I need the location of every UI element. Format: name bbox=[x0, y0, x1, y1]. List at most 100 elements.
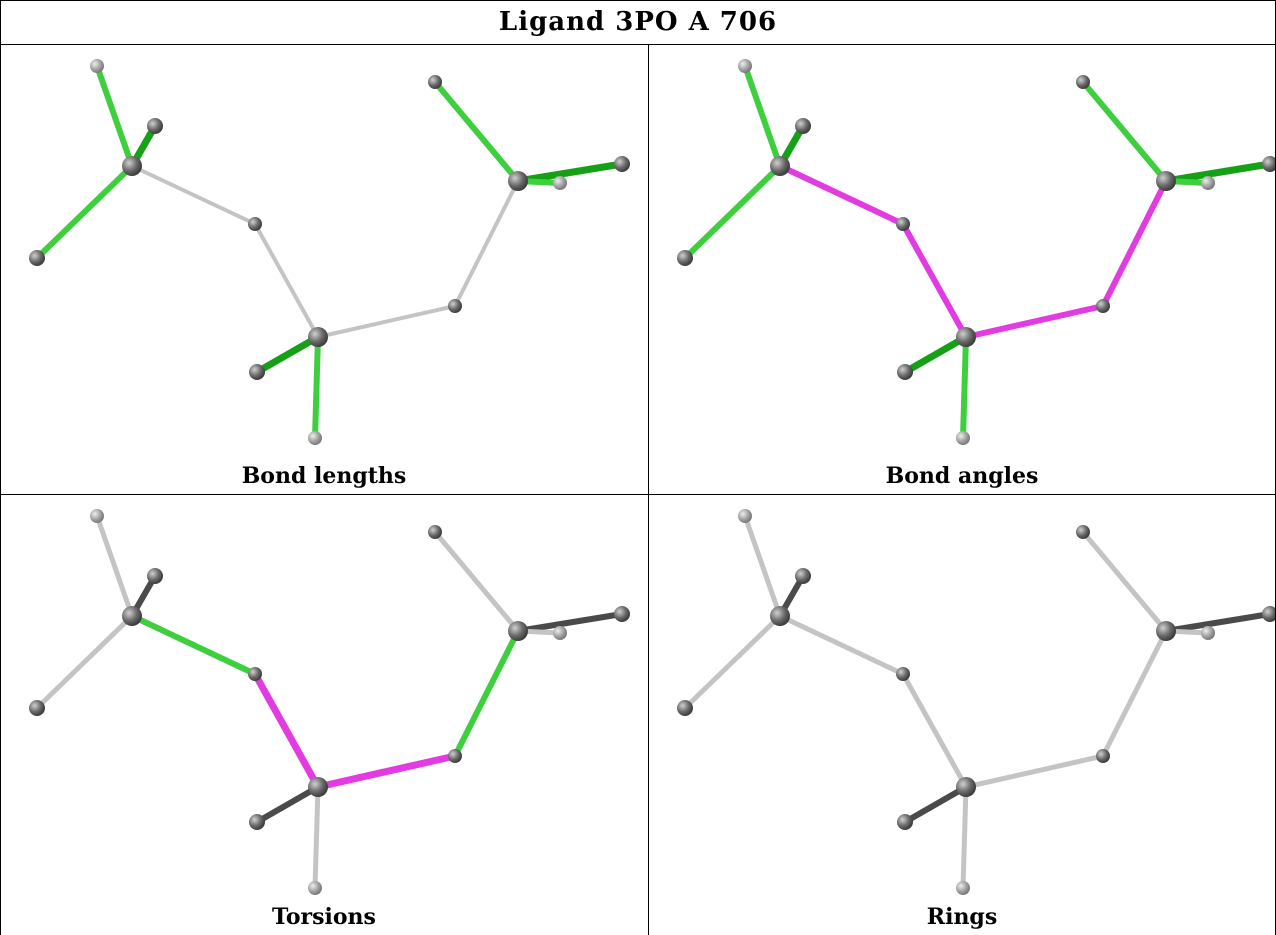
bond-c3-b2 bbox=[1163, 611, 1273, 634]
bond-m2-c3 bbox=[453, 179, 520, 308]
bond-c1-m1 bbox=[777, 613, 906, 677]
bond-c1-a3 bbox=[34, 613, 135, 711]
atom-a1 bbox=[90, 509, 104, 523]
bond-m2-c3 bbox=[1100, 628, 1169, 759]
atom-b2 bbox=[614, 156, 630, 172]
divider-middle bbox=[0, 494, 1276, 495]
bond-c1-a1 bbox=[742, 63, 783, 169]
bond-c1-a3 bbox=[682, 613, 783, 711]
panel-bond-lengths: Bond lengths bbox=[0, 44, 648, 494]
bond-c2-d1 bbox=[253, 333, 322, 376]
bond-m1-c2 bbox=[253, 222, 320, 339]
atom-m1 bbox=[248, 667, 262, 681]
bond-c3-b1 bbox=[432, 529, 521, 634]
atom-c3 bbox=[508, 621, 528, 641]
atom-d1 bbox=[897, 364, 913, 380]
atom-m2 bbox=[448, 749, 462, 763]
caption-torsions: Torsions bbox=[272, 904, 376, 930]
bond-c2-d1 bbox=[254, 784, 321, 825]
atom-m2 bbox=[1096, 299, 1110, 313]
atom-m1 bbox=[896, 667, 910, 681]
atom-a2 bbox=[795, 568, 811, 584]
atom-c1 bbox=[770, 156, 790, 176]
atom-c2 bbox=[308, 327, 328, 347]
bond-c2-m2 bbox=[316, 304, 457, 339]
bond-c1-a3 bbox=[34, 163, 135, 261]
atom-d2 bbox=[956, 881, 970, 895]
atom-a2 bbox=[147, 568, 163, 584]
atom-c3 bbox=[1156, 621, 1176, 641]
atom-b3 bbox=[553, 176, 567, 190]
panel-rings: Rings bbox=[648, 494, 1276, 935]
atom-m2 bbox=[448, 299, 462, 313]
bond-c2-d2 bbox=[960, 784, 969, 891]
atom-a3 bbox=[677, 700, 693, 716]
atom-b3 bbox=[1201, 176, 1215, 190]
bond-c3-b1 bbox=[1080, 79, 1169, 184]
bond-c2-d2 bbox=[312, 784, 321, 891]
atom-a1 bbox=[738, 509, 752, 523]
divider-title bbox=[0, 44, 1276, 45]
bond-c3-b1 bbox=[432, 79, 521, 184]
atom-a2 bbox=[147, 118, 163, 134]
atom-c3 bbox=[508, 171, 528, 191]
atom-b2 bbox=[1262, 156, 1276, 172]
bond-c3-b2 bbox=[1162, 160, 1274, 185]
atom-m1 bbox=[248, 217, 262, 231]
atom-c3 bbox=[1156, 171, 1176, 191]
atom-b1 bbox=[1076, 525, 1090, 539]
bond-c3-b2 bbox=[514, 160, 626, 185]
atom-c1 bbox=[770, 606, 790, 626]
bond-c2-d1 bbox=[901, 333, 970, 376]
divider-vertical bbox=[648, 44, 649, 935]
atom-d2 bbox=[308, 881, 322, 895]
panel-bond-angles: Bond angles bbox=[648, 44, 1276, 494]
caption-bond-angles: Bond angles bbox=[885, 463, 1039, 489]
atom-a2 bbox=[795, 118, 811, 134]
atom-c1 bbox=[122, 606, 142, 626]
atom-b1 bbox=[1076, 75, 1090, 89]
atom-c1 bbox=[122, 156, 142, 176]
atom-d2 bbox=[308, 431, 322, 445]
atom-a3 bbox=[29, 700, 45, 716]
border-left bbox=[0, 0, 1, 935]
bond-m2-c3 bbox=[452, 628, 521, 759]
bond-c2-m2 bbox=[963, 753, 1106, 790]
atom-m1 bbox=[896, 217, 910, 231]
bond-c2-m2 bbox=[314, 752, 459, 791]
atom-d1 bbox=[897, 814, 913, 830]
caption-rings: Rings bbox=[926, 904, 998, 930]
molecule-rings bbox=[677, 509, 1276, 895]
atom-c2 bbox=[956, 327, 976, 347]
atom-c2 bbox=[308, 777, 328, 797]
bond-c1-m1 bbox=[130, 164, 257, 226]
molecule-torsions bbox=[29, 509, 630, 895]
atom-b3 bbox=[553, 626, 567, 640]
atom-a1 bbox=[90, 59, 104, 73]
atom-d1 bbox=[249, 364, 265, 380]
bond-m1-c2 bbox=[251, 670, 322, 791]
bond-m1-c2 bbox=[900, 221, 969, 340]
bond-c2-m2 bbox=[963, 303, 1106, 340]
bond-m1-c2 bbox=[900, 671, 969, 790]
molecule-bond-angles bbox=[677, 59, 1276, 445]
panel-torsions: Torsions bbox=[0, 494, 648, 935]
bond-m2-c3 bbox=[1100, 178, 1169, 309]
atom-b1 bbox=[428, 525, 442, 539]
atom-b2 bbox=[1262, 606, 1276, 622]
bond-c1-a1 bbox=[94, 63, 135, 169]
bond-c1-a3 bbox=[682, 163, 783, 261]
atom-m2 bbox=[1096, 749, 1110, 763]
caption-bond-lengths: Bond lengths bbox=[241, 463, 407, 489]
atom-a3 bbox=[29, 250, 45, 266]
figure-title: Ligand 3PO A 706 bbox=[498, 7, 778, 37]
bond-c3-b2 bbox=[515, 611, 625, 634]
bond-c2-d2 bbox=[960, 334, 969, 441]
atom-a1 bbox=[738, 59, 752, 73]
bond-c1-m1 bbox=[129, 613, 258, 677]
atom-b1 bbox=[428, 75, 442, 89]
atom-c2 bbox=[956, 777, 976, 797]
bond-c2-d1 bbox=[902, 784, 969, 825]
bond-c1-a1 bbox=[742, 513, 783, 619]
